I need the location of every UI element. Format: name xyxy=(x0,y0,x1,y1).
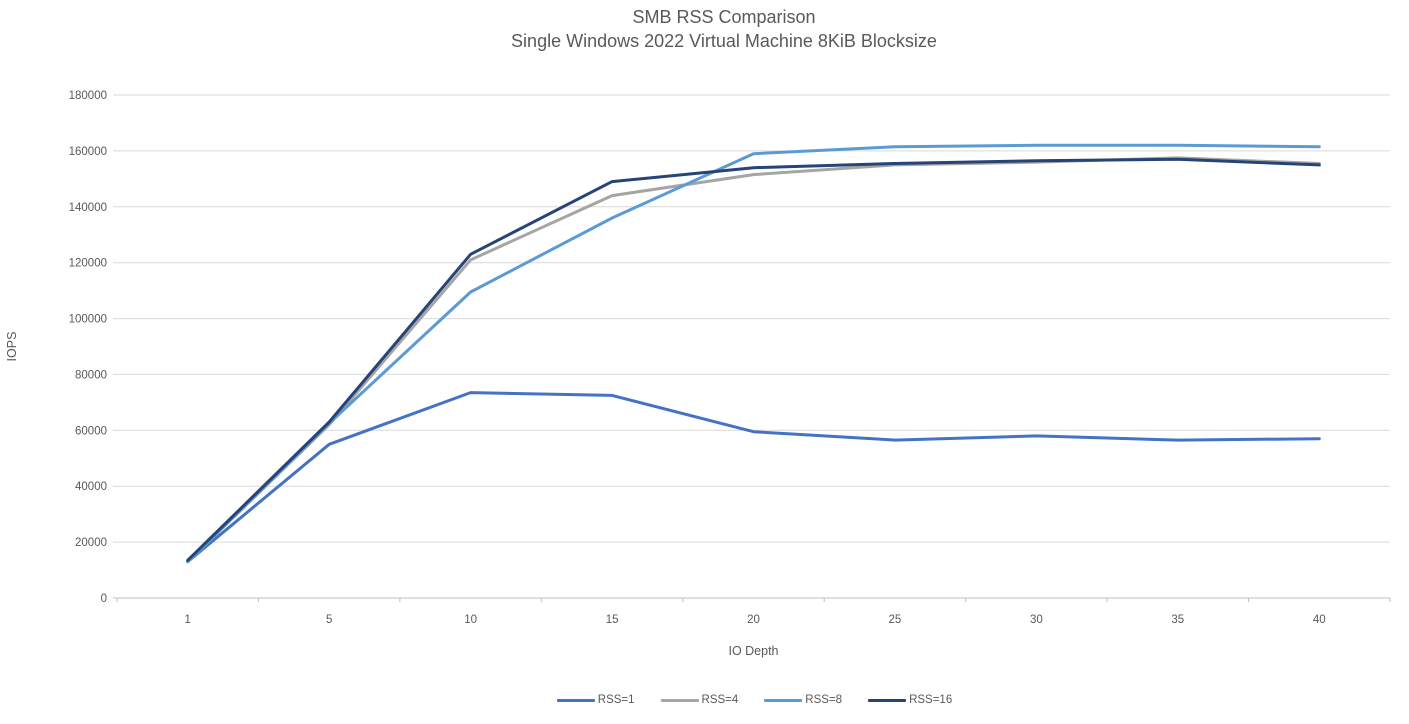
y-tick-label: 180000 xyxy=(69,90,107,102)
chart-title-block: SMB RSS Comparison Single Windows 2022 V… xyxy=(39,5,1409,53)
y-tick-label: 0 xyxy=(101,593,107,605)
y-tick-label: 80000 xyxy=(75,369,107,381)
chart-title: SMB RSS Comparison xyxy=(632,7,816,27)
legend-item-RSS=1: RSS=1 xyxy=(556,694,635,706)
x-tick-label: 40 xyxy=(1313,614,1326,626)
x-tick-label: 15 xyxy=(606,614,619,626)
x-tick-label: 1 xyxy=(184,614,190,626)
legend-label: RSS=16 xyxy=(909,694,953,706)
x-axis-title: IO Depth xyxy=(728,644,778,658)
x-tick-label: 10 xyxy=(464,614,477,626)
y-tick-label: 160000 xyxy=(69,146,107,158)
legend-label: RSS=4 xyxy=(701,694,739,706)
legend-line-swatch xyxy=(556,698,595,702)
y-tick-label: 140000 xyxy=(69,202,107,214)
legend-line-swatch xyxy=(660,698,699,702)
series-line-RSS=16 xyxy=(186,157,1321,562)
y-tick-label: 100000 xyxy=(69,314,107,326)
legend-line-swatch xyxy=(868,698,907,702)
x-tick-label: 30 xyxy=(1030,614,1043,626)
y-tick-label: 60000 xyxy=(75,425,107,437)
legend-item-RSS=4: RSS=4 xyxy=(660,694,739,706)
legend-item-RSS=8: RSS=8 xyxy=(764,694,842,706)
x-tick-label: 5 xyxy=(326,614,332,626)
y-tick-label: 120000 xyxy=(69,258,107,270)
series-line-RSS=8 xyxy=(186,143,1321,564)
x-tick-label: 25 xyxy=(889,614,902,626)
legend: RSS=1 RSS=4 RSS=8 RSS=16 xyxy=(100,694,1409,706)
series-line-RSS=4 xyxy=(186,156,1321,564)
legend-line-swatch xyxy=(764,698,803,702)
x-tick-label: 20 xyxy=(747,614,760,626)
legend-item-RSS=16: RSS=16 xyxy=(868,694,952,706)
series-line-RSS=1 xyxy=(186,391,1321,564)
x-tick-label: 35 xyxy=(1171,614,1184,626)
legend-label: RSS=8 xyxy=(805,694,843,706)
legend-label: RSS=1 xyxy=(597,694,635,706)
y-tick-label: 40000 xyxy=(75,481,107,493)
y-tick-label: 20000 xyxy=(75,537,107,549)
y-axis-title: IOPS xyxy=(5,332,19,362)
chart-subtitle: Single Windows 2022 Virtual Machine 8KiB… xyxy=(511,31,937,51)
